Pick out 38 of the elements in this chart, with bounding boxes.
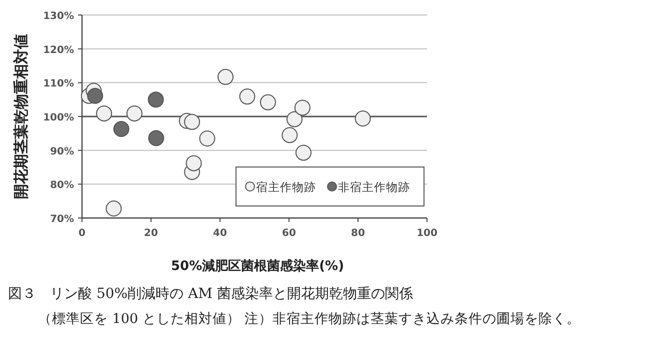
point: [286, 111, 303, 128]
point: [295, 144, 312, 161]
y-axis-title: 開花期茎葉乾物重相対値: [12, 34, 30, 199]
point: [199, 130, 216, 146]
point: [148, 92, 164, 108]
point: [282, 127, 298, 144]
point: [184, 114, 200, 130]
y-tick-label: 100%: [43, 112, 74, 124]
x-axis-title: 50%減肥区菌根菌感染率(%): [170, 258, 344, 274]
y-tick-label: 120%: [43, 44, 74, 56]
x-tick-label: 60: [282, 228, 296, 239]
point: [126, 105, 142, 122]
text: 図３ リン酸 50%削減時の AM 菌感染率と開花期乾物重の関係: [8, 286, 413, 302]
y-tick-label: 130%: [43, 11, 74, 22]
x-tick-label: 20: [144, 228, 158, 239]
text: 注）非宿主作物跡は茎葉すき込み条件の圃場を除く。: [244, 311, 580, 327]
point: [87, 88, 104, 104]
point: [96, 105, 112, 122]
point: [218, 68, 234, 85]
point: [260, 94, 276, 110]
text: （標準区を 100 とした相対値）: [38, 311, 240, 327]
point: [106, 200, 122, 217]
point: [148, 130, 164, 146]
point: [113, 121, 130, 138]
x-tick-label: 0: [78, 228, 86, 239]
legend-label: 非宿主作物跡: [338, 180, 410, 194]
x-tick-label: 40: [213, 228, 227, 239]
x-tick-label: 80: [351, 228, 365, 239]
legend-label: 宿主作物跡: [256, 180, 316, 194]
point: [239, 88, 256, 105]
point: [354, 110, 371, 127]
point: [294, 100, 310, 116]
y-tick-label: 80%: [50, 180, 74, 192]
y-tick-label: 110%: [43, 78, 74, 90]
point: [186, 155, 202, 172]
y-tick-label: 90%: [50, 146, 74, 158]
y-tick-label: 70%: [50, 214, 74, 225]
x-tick-label: 100: [416, 228, 438, 239]
